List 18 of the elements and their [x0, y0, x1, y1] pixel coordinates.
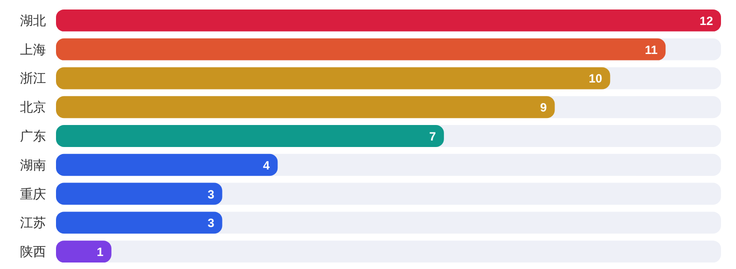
data-label: 3 — [208, 216, 215, 230]
y-tick-label: 湖南 — [20, 157, 46, 172]
data-label: 4 — [262, 158, 270, 172]
y-tick-label: 湖北 — [20, 12, 46, 28]
data-label: 3 — [208, 187, 215, 202]
y-tick-label: 陕西 — [20, 244, 46, 260]
y-tick-label: 江苏 — [20, 215, 46, 230]
data-label: 7 — [429, 130, 436, 144]
y-tick-label: 北京 — [20, 100, 46, 115]
data-label: 12 — [700, 14, 714, 28]
y-tick-label: 重庆 — [20, 186, 46, 202]
y-tick-label: 浙江 — [20, 70, 46, 86]
y-tick-label: 上海 — [20, 42, 46, 57]
y-tick-label: 广东 — [20, 128, 46, 144]
data-label: 11 — [644, 42, 658, 57]
data-label: 1 — [96, 245, 104, 260]
data-label: 10 — [588, 72, 602, 86]
data-label: 9 — [540, 100, 548, 115]
